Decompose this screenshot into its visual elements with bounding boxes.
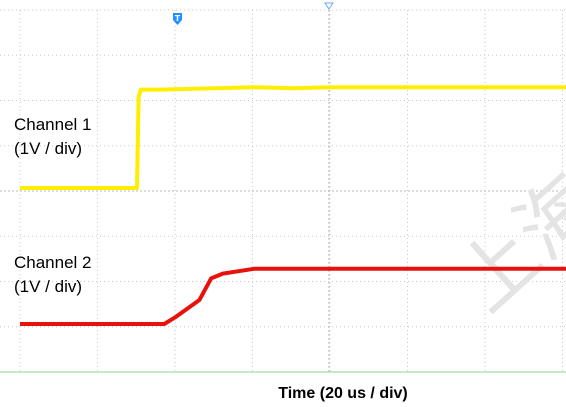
trigger-marker: T [173,2,334,25]
channel-1-scale: (1V / div) [14,139,83,158]
trigger-icon [173,13,182,25]
watermark-text: 上海 [440,158,566,329]
traces [20,85,566,326]
channel-1-label: Channel 1 [14,115,92,134]
channel-2-label: Channel 2 [14,253,92,272]
chart-grid [0,9,566,373]
channel-2-scale: (1V / div) [14,277,83,296]
trigger-label: T [175,14,181,23]
x-axis-label: Time (20 us / div) [278,385,408,402]
trace-channel-2 [20,266,566,326]
watermark: 上海 [440,158,566,329]
center-marker-icon [324,2,334,10]
trace-channel-1 [20,85,566,190]
